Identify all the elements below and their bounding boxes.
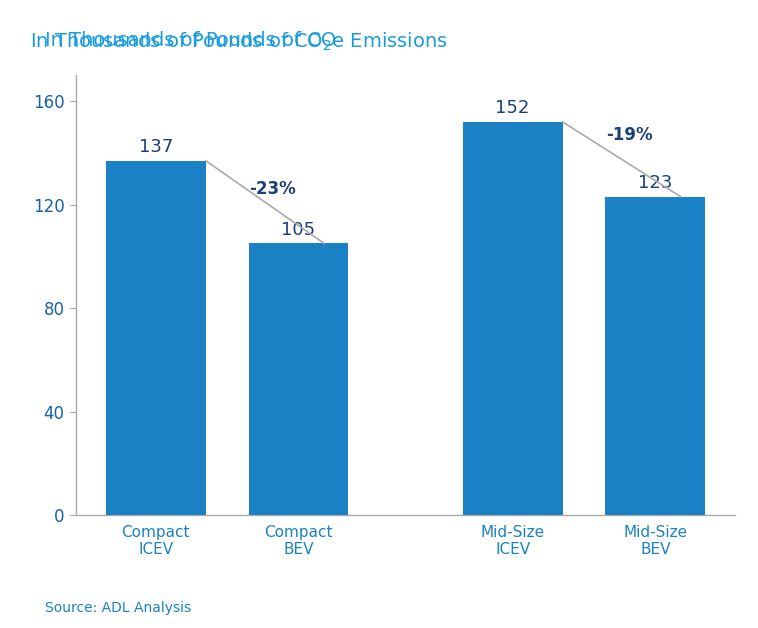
Text: 123: 123 (638, 174, 672, 192)
Text: In Thousands of Pounds of CO: In Thousands of Pounds of CO (45, 31, 337, 50)
Text: 137: 137 (139, 138, 173, 156)
Bar (606, 197, 705, 515)
Text: -19%: -19% (606, 126, 653, 144)
Text: 105: 105 (281, 221, 315, 239)
Text: In Thousands of Pounds of CO: In Thousands of Pounds of CO (45, 31, 337, 50)
Text: In Thousands of Pounds of CO$_2$e Emissions: In Thousands of Pounds of CO$_2$e Emissi… (30, 31, 447, 53)
Text: 152: 152 (496, 99, 530, 117)
Bar (249, 244, 349, 515)
Bar (462, 122, 562, 515)
Text: -23%: -23% (249, 180, 296, 198)
Bar (106, 161, 205, 515)
Text: Source: ADL Analysis: Source: ADL Analysis (45, 601, 192, 615)
